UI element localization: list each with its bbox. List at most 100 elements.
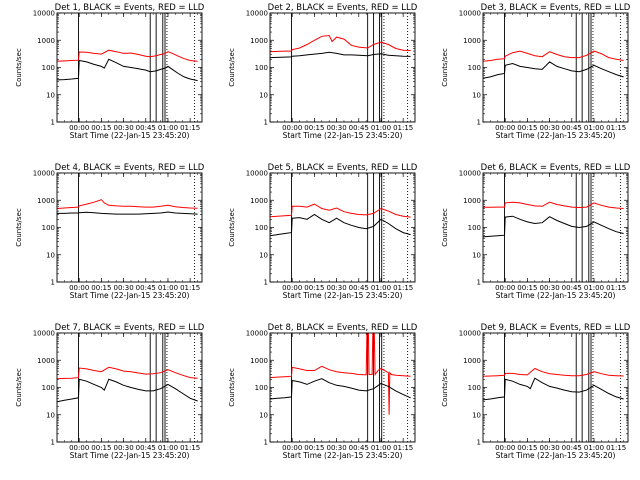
x-axis-label: Start Time (22-Jan-15 23:45:20) bbox=[496, 451, 616, 460]
lld-series-line bbox=[57, 49, 198, 62]
y-tick-label: 1 bbox=[477, 119, 481, 127]
y-tick-label: 10 bbox=[472, 251, 481, 259]
x-tick-label: 00:00 bbox=[495, 124, 515, 132]
events-series-line bbox=[483, 377, 624, 401]
panel-title: Det 9, BLACK = Events, RED = LLD bbox=[481, 323, 631, 333]
detector-panel-8: Det 8, BLACK = Events, RED = LLD 1 10 100 10… bbox=[228, 323, 418, 460]
events-series-line bbox=[57, 58, 198, 82]
x-tick-label: 00:00 bbox=[495, 284, 515, 292]
x-tick-label: 00:30 bbox=[113, 124, 133, 132]
lld-series-line bbox=[270, 34, 411, 53]
detector-panel-1: Det 1, BLACK = Events, RED = LLD 1 10 100 10… bbox=[15, 3, 205, 140]
x-tick-label: 00:15 bbox=[304, 444, 324, 452]
x-tick-label: 01:00 bbox=[371, 284, 391, 292]
x-axis-label: Start Time (22-Jan-15 23:45:20) bbox=[283, 291, 403, 300]
y-tick-label: 1000 bbox=[250, 37, 268, 45]
y-tick-label: 1 bbox=[477, 439, 481, 447]
x-tick-label: 00:15 bbox=[304, 284, 324, 292]
x-tick-label: 00:45 bbox=[562, 124, 582, 132]
x-tick-label: 01:00 bbox=[371, 444, 391, 452]
x-tick-label: 00:00 bbox=[282, 444, 302, 452]
y-tick-label: 1 bbox=[264, 279, 268, 287]
x-tick-label: 00:30 bbox=[539, 284, 559, 292]
x-tick-label: 01:00 bbox=[584, 444, 604, 452]
detector-panel-6: Det 6, BLACK = Events, RED = LLD 1 10 100 10… bbox=[441, 163, 631, 300]
x-tick-label: 00:30 bbox=[326, 284, 346, 292]
x-axis-label: Start Time (22-Jan-15 23:45:20) bbox=[496, 131, 616, 140]
x-tick-label: 00:00 bbox=[69, 284, 89, 292]
panel-title: Det 7, BLACK = Events, RED = LLD bbox=[55, 323, 205, 333]
x-tick-label: 01:15 bbox=[606, 124, 626, 132]
x-axis-label: Start Time (22-Jan-15 23:45:20) bbox=[283, 451, 403, 460]
x-tick-label: 00:45 bbox=[136, 284, 156, 292]
x-tick-label: 00:45 bbox=[349, 444, 369, 452]
y-tick-label: 1 bbox=[264, 119, 268, 127]
y-tick-label: 100 bbox=[255, 64, 268, 72]
y-tick-label: 10 bbox=[472, 411, 481, 419]
plot-frame bbox=[269, 12, 416, 123]
x-tick-label: 01:15 bbox=[393, 284, 413, 292]
y-tick-label: 1 bbox=[51, 279, 55, 287]
plot-frame bbox=[56, 12, 203, 123]
x-tick-label: 00:00 bbox=[69, 124, 89, 132]
panel-title: Det 6, BLACK = Events, RED = LLD bbox=[481, 163, 631, 173]
panel-title: Det 2, BLACK = Events, RED = LLD bbox=[268, 3, 418, 13]
y-axis-label: Counts/sec bbox=[228, 48, 236, 87]
y-tick-label: 10 bbox=[259, 91, 268, 99]
y-axis-label: Counts/sec bbox=[441, 208, 449, 247]
panel-title: Det 8, BLACK = Events, RED = LLD bbox=[268, 323, 418, 333]
y-tick-label: 10 bbox=[472, 91, 481, 99]
y-axis-label: Counts/sec bbox=[228, 368, 236, 407]
events-series-line bbox=[270, 51, 411, 59]
y-tick-label: 10000 bbox=[246, 330, 268, 338]
lld-series-line bbox=[483, 201, 624, 209]
x-tick-label: 00:30 bbox=[539, 124, 559, 132]
y-tick-label: 100 bbox=[468, 384, 481, 392]
x-tick-label: 00:45 bbox=[136, 444, 156, 452]
y-tick-label: 1000 bbox=[250, 357, 268, 365]
x-tick-label: 00:30 bbox=[539, 444, 559, 452]
events-series-line bbox=[483, 215, 624, 238]
y-tick-label: 10 bbox=[46, 411, 55, 419]
x-tick-label: 01:15 bbox=[393, 444, 413, 452]
x-tick-label: 00:15 bbox=[91, 284, 111, 292]
y-tick-label: 10 bbox=[46, 251, 55, 259]
y-tick-label: 1000 bbox=[37, 197, 55, 205]
x-tick-label: 00:15 bbox=[517, 124, 537, 132]
x-tick-label: 01:15 bbox=[606, 284, 626, 292]
y-tick-label: 10000 bbox=[33, 170, 55, 178]
y-tick-label: 10 bbox=[259, 411, 268, 419]
x-tick-label: 01:00 bbox=[158, 444, 178, 452]
x-axis-label: Start Time (22-Jan-15 23:45:20) bbox=[283, 131, 403, 140]
y-axis-label: Counts/sec bbox=[228, 208, 236, 247]
y-tick-label: 100 bbox=[42, 384, 55, 392]
y-tick-label: 1000 bbox=[463, 357, 481, 365]
x-tick-label: 00:15 bbox=[91, 444, 111, 452]
plot-frame bbox=[269, 332, 416, 443]
x-tick-label: 01:00 bbox=[158, 124, 178, 132]
y-tick-label: 100 bbox=[255, 224, 268, 232]
events-series-line bbox=[270, 378, 411, 400]
y-tick-label: 1 bbox=[51, 119, 55, 127]
x-tick-label: 00:30 bbox=[113, 284, 133, 292]
events-series-line bbox=[270, 213, 411, 237]
y-tick-label: 1000 bbox=[37, 37, 55, 45]
x-axis-label: Start Time (22-Jan-15 23:45:20) bbox=[70, 131, 190, 140]
detector-panel-2: Det 2, BLACK = Events, RED = LLD 1 10 100 10… bbox=[228, 3, 418, 140]
x-tick-label: 00:45 bbox=[562, 444, 582, 452]
y-axis-label: Counts/sec bbox=[15, 368, 23, 407]
lld-series-line bbox=[270, 333, 411, 415]
x-tick-label: 00:30 bbox=[113, 444, 133, 452]
x-tick-label: 00:15 bbox=[91, 124, 111, 132]
lld-series-line bbox=[270, 203, 411, 218]
panel-title: Det 1, BLACK = Events, RED = LLD bbox=[55, 3, 205, 13]
x-tick-label: 00:15 bbox=[517, 284, 537, 292]
x-tick-label: 01:00 bbox=[584, 124, 604, 132]
y-tick-label: 10 bbox=[46, 91, 55, 99]
x-tick-label: 00:00 bbox=[69, 444, 89, 452]
x-tick-label: 00:45 bbox=[562, 284, 582, 292]
y-tick-label: 10000 bbox=[246, 10, 268, 18]
lld-series-line bbox=[483, 367, 624, 377]
plot-frame bbox=[56, 172, 203, 283]
y-tick-label: 10000 bbox=[33, 330, 55, 338]
